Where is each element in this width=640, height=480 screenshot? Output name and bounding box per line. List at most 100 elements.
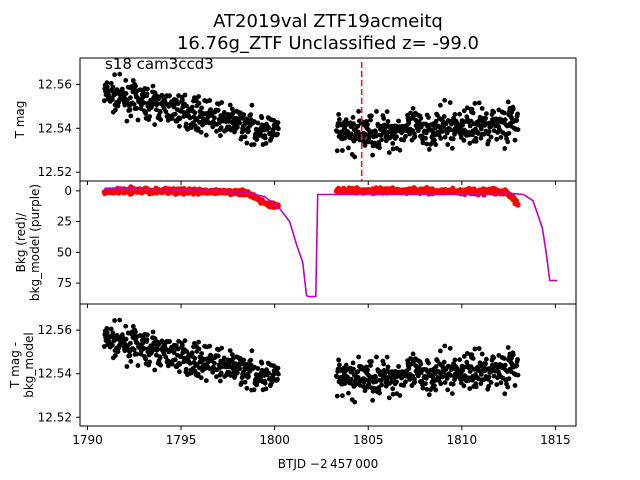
x-tick-label: 1805 — [353, 433, 384, 447]
data-point — [218, 370, 224, 376]
data-point — [390, 141, 396, 146]
data-point — [196, 94, 202, 99]
data-point — [382, 128, 387, 134]
data-point — [467, 369, 473, 374]
data-point — [228, 127, 234, 133]
top-ylabel: T mag — [13, 101, 27, 140]
data-point — [432, 137, 437, 143]
data-point — [491, 109, 497, 115]
data-point — [115, 349, 121, 354]
data-point — [275, 131, 280, 137]
data-point — [141, 346, 147, 351]
data-point — [337, 362, 342, 368]
data-point — [128, 113, 134, 119]
data-point — [486, 374, 492, 380]
data-point — [198, 129, 204, 135]
data-point — [134, 351, 140, 357]
data-point — [355, 375, 361, 380]
data-point — [106, 92, 111, 98]
data-point — [373, 133, 379, 139]
data-point — [144, 91, 150, 97]
data-point — [384, 354, 390, 360]
data-point — [348, 376, 354, 382]
y-tick-label: 12.56 — [38, 77, 72, 91]
x-tick-label: 1790 — [72, 433, 103, 447]
data-point — [130, 78, 136, 83]
data-point — [424, 386, 430, 392]
data-point — [478, 135, 484, 141]
y-tick-label: 50 — [57, 245, 72, 259]
middle-y-ticks: 0 25 50 75 — [57, 184, 80, 290]
data-point — [401, 137, 407, 143]
bottom-y-ticks: 12.52 12.54 12.56 — [38, 323, 80, 424]
data-point — [426, 115, 431, 120]
data-point — [386, 150, 392, 156]
data-point — [505, 384, 511, 390]
data-point — [112, 72, 117, 78]
data-point — [384, 109, 390, 114]
data-point — [123, 336, 129, 342]
data-point — [438, 102, 443, 108]
data-point — [420, 385, 426, 391]
data-point — [432, 383, 437, 388]
data-point — [432, 378, 438, 383]
data-point — [147, 114, 153, 119]
data-point — [242, 134, 248, 140]
data-point — [442, 380, 448, 385]
data-point — [483, 115, 488, 121]
data-point — [248, 112, 254, 117]
data-point — [159, 92, 165, 98]
data-point — [334, 393, 340, 399]
data-point — [491, 355, 497, 361]
data-point — [498, 135, 504, 140]
data-point — [242, 379, 248, 385]
data-point — [501, 356, 507, 361]
data-point — [337, 117, 342, 122]
data-point — [484, 356, 489, 362]
data-point — [259, 360, 265, 366]
data-point — [396, 364, 401, 369]
data-point — [444, 376, 450, 381]
data-point — [263, 386, 269, 392]
panel-middle-bkg: 0 25 50 75 Bkg (red)/bkg_model (purple) — [14, 180, 577, 308]
data-point — [449, 391, 455, 396]
data-point — [159, 338, 165, 344]
data-point — [135, 117, 141, 123]
data-point — [196, 100, 202, 106]
y-tick-label: 12.54 — [38, 121, 72, 135]
data-point — [486, 383, 491, 389]
data-point — [412, 134, 418, 140]
data-point — [244, 140, 250, 146]
data-point — [180, 97, 185, 103]
data-point — [143, 356, 149, 362]
data-point — [488, 134, 494, 140]
data-point — [144, 337, 150, 343]
data-point — [237, 366, 243, 371]
data-point — [502, 391, 508, 397]
data-point — [340, 393, 345, 399]
data-point — [266, 125, 271, 130]
data-point — [150, 329, 156, 335]
data-point — [131, 347, 137, 353]
bottom-x-ticks: 1790 1795 1800 1805 1810 1815 — [72, 426, 571, 447]
data-point — [276, 126, 281, 132]
data-point — [374, 109, 379, 114]
data-point — [374, 354, 379, 360]
data-point — [155, 346, 161, 352]
bkg-model-line — [104, 187, 558, 298]
data-point — [251, 387, 257, 393]
data-point — [229, 106, 235, 112]
data-point — [369, 113, 374, 119]
data-point — [433, 387, 439, 393]
data-point — [340, 376, 346, 382]
data-point — [143, 111, 149, 116]
data-point — [145, 86, 150, 92]
data-point — [184, 103, 190, 109]
data-point — [432, 132, 438, 138]
data-point — [276, 371, 281, 377]
bottom-points — [101, 317, 521, 405]
data-point — [221, 355, 227, 361]
data-point — [177, 369, 182, 375]
data-point — [189, 370, 194, 376]
data-point — [182, 92, 188, 98]
